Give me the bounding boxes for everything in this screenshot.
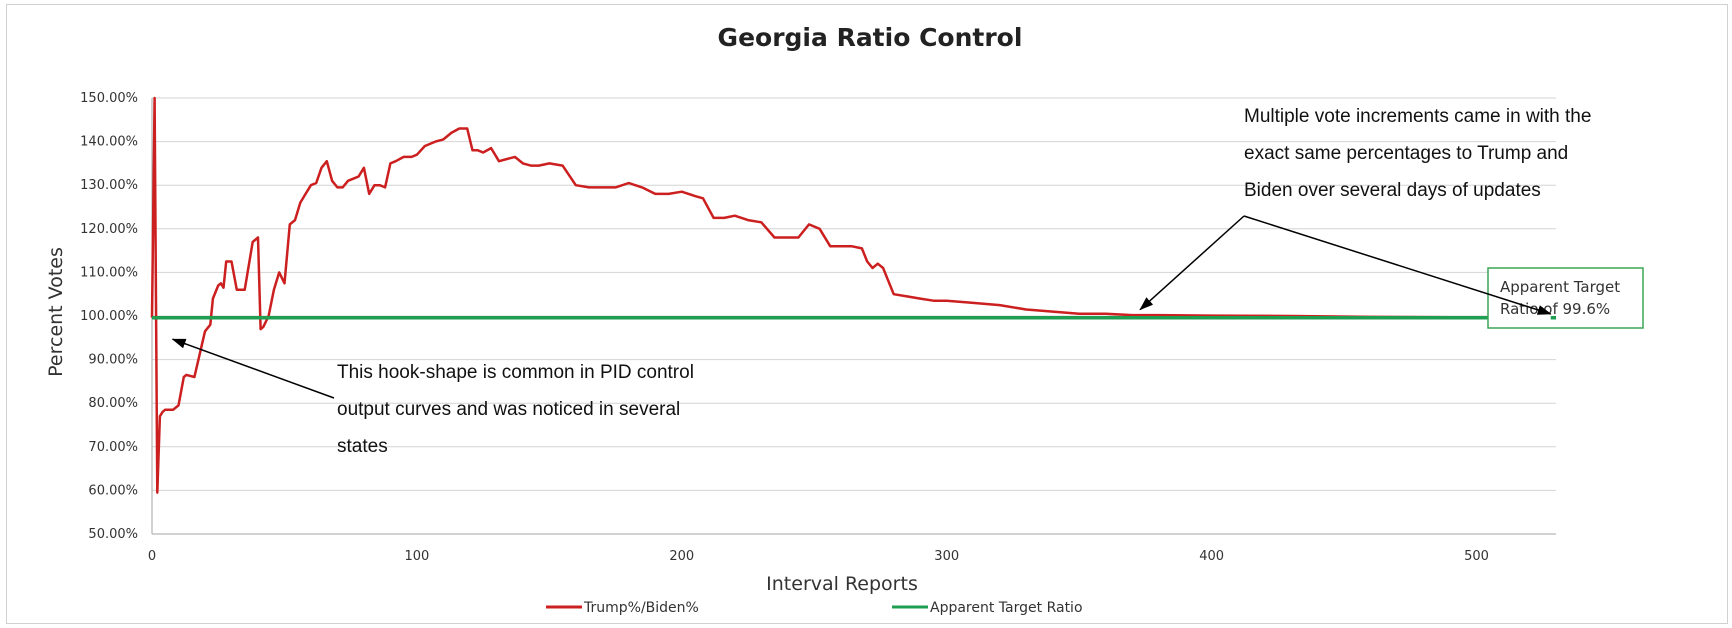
legend-label: Apparent Target Ratio [930, 600, 1083, 616]
y-tick-label: 80.00% [88, 396, 138, 411]
target-box-text: Apparent Target [1500, 278, 1620, 296]
x-axis-label: Interval Reports [766, 573, 918, 595]
x-tick-label: 200 [669, 549, 694, 564]
annotation-arrows [171, 215, 1552, 399]
legend: Trump%/Biden% Apparent Target Ratio [546, 600, 1083, 616]
annotation-line: Biden over several days of updates [1244, 180, 1541, 201]
annotation-arrow [171, 338, 335, 399]
x-tick-label: 100 [404, 549, 429, 564]
legend-label: Trump%/Biden% [583, 600, 699, 616]
y-tick-label: 120.00% [80, 222, 138, 237]
y-tick-label: 130.00% [80, 178, 138, 193]
y-tick-label: 100.00% [80, 309, 138, 324]
y-axis-label: Percent Votes [45, 247, 67, 377]
annotation-arrow [1139, 215, 1245, 311]
series-lines [150, 96, 1557, 494]
y-tick-label: 150.00% [80, 91, 138, 106]
annotation-line: states [337, 436, 388, 457]
y-tick-label: 60.00% [88, 483, 138, 498]
y-tick-label: 50.00% [88, 527, 138, 542]
annotation-arrow [1243, 215, 1552, 315]
x-tick-label: 500 [1464, 549, 1489, 564]
x-tick-labels: 0 100 200 300 400 500 [148, 549, 1489, 564]
target-box-border [1487, 267, 1644, 329]
y-tick-label: 90.00% [88, 353, 138, 368]
chart-frame [6, 4, 1728, 624]
series-line-trump-biden [150, 96, 1557, 494]
y-tick-label: 110.00% [80, 265, 138, 280]
annotation-line: output curves and was noticed in several [337, 399, 681, 420]
target-box-text: Ratio of 99.6% [1500, 300, 1610, 318]
annotation-hook-shape: This hook-shape is common in PID control… [337, 354, 694, 465]
x-tick-label: 400 [1199, 549, 1224, 564]
chart-title: Georgia Ratio Control [718, 23, 1023, 52]
y-tick-label: 70.00% [88, 440, 138, 455]
x-tick-label: 0 [148, 549, 156, 564]
y-tick-label: 140.00% [80, 135, 138, 150]
annotation-line: This hook-shape is common in PID control [337, 362, 694, 383]
x-tick-label: 300 [934, 549, 959, 564]
annotation-identical-increments: Multiple vote increments came in with th… [1244, 98, 1591, 209]
target-ratio-box: Apparent Target Ratio of 99.6% [1487, 267, 1644, 329]
annotation-line: Multiple vote increments came in with th… [1244, 106, 1592, 127]
annotation-line: exact same percentages to Trump and [1244, 143, 1569, 164]
y-tick-labels: 50.00% 60.00% 70.00% 80.00% 90.00% 100.00% 110… [80, 91, 138, 542]
